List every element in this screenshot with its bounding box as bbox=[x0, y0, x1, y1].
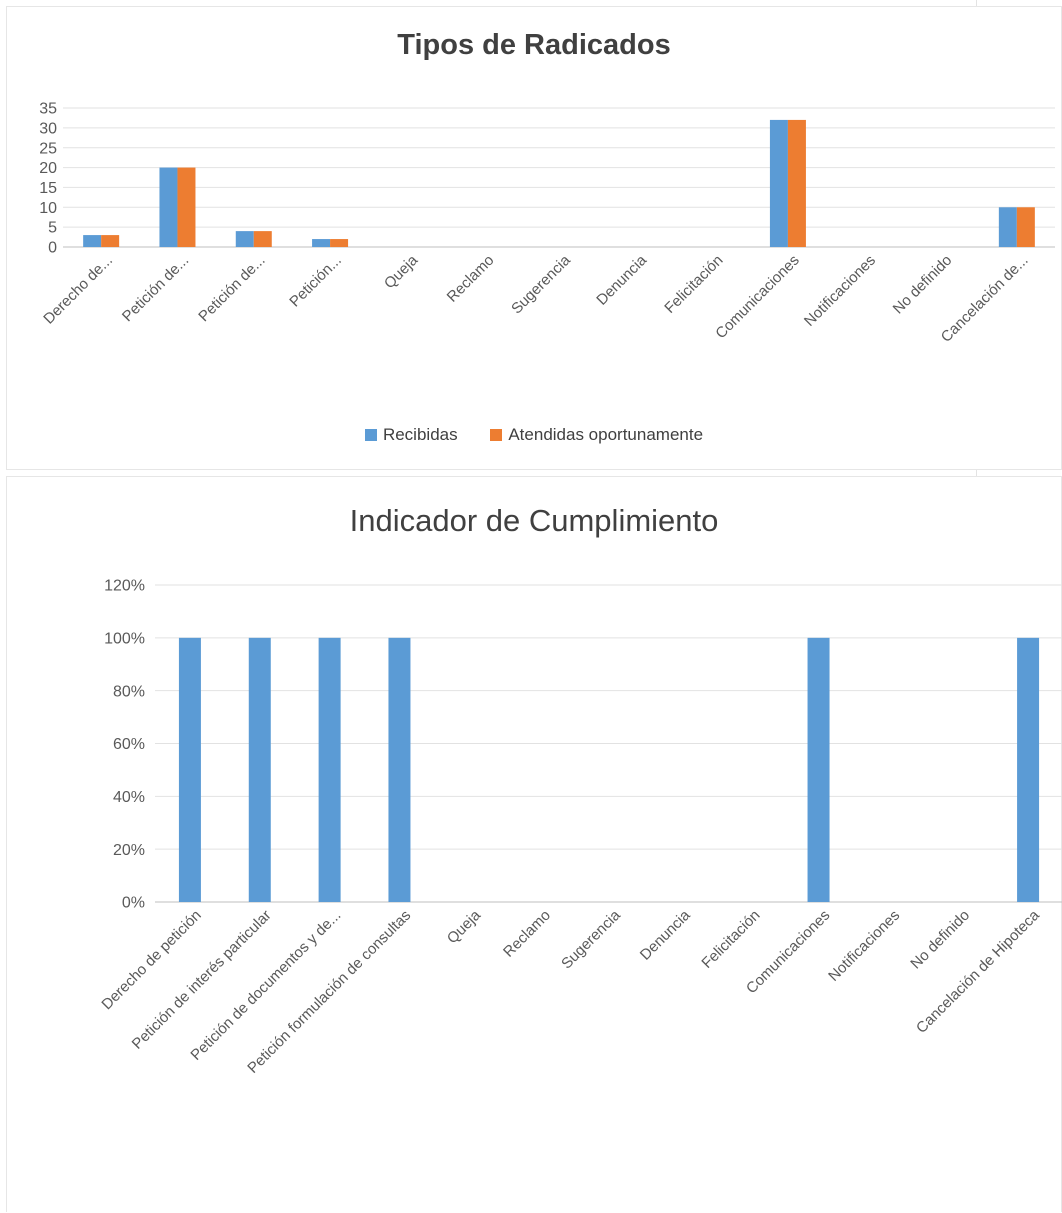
x-tick-label: Petición de documentos y de... bbox=[187, 907, 344, 1064]
bar bbox=[312, 239, 331, 247]
x-tick-label: Queja bbox=[381, 251, 422, 292]
legend-swatch-blue bbox=[364, 429, 377, 441]
x-tick-label: Reclamo bbox=[444, 252, 498, 306]
x-tick-label: Denuncia bbox=[593, 251, 650, 308]
y-tick-label: 80% bbox=[113, 683, 145, 700]
x-tick-label: Cancelación de Hipoteca bbox=[913, 906, 1043, 1036]
y-tick-label: 60% bbox=[113, 736, 145, 753]
x-tick-label: Petición de... bbox=[195, 252, 268, 325]
chart-title: Tipos de Radicados bbox=[397, 29, 671, 61]
x-tick-label: Sugerencia bbox=[508, 251, 574, 317]
bar bbox=[159, 167, 178, 247]
legend-label: Recibidas bbox=[382, 425, 458, 444]
bar bbox=[253, 231, 272, 247]
chart-legend: Recibidas Atendidas oportunamente bbox=[7, 425, 1061, 446]
bar bbox=[235, 231, 254, 247]
legend-swatch-orange bbox=[490, 429, 503, 441]
x-tick-label: Felicitación bbox=[698, 907, 763, 972]
bar bbox=[807, 637, 830, 902]
x-tick-label: Reclamo bbox=[500, 907, 554, 961]
chart-tipos-de-radicados: Tipos de Radicados 0 5 10 15 20 25 30 35 Derecho… bbox=[6, 6, 1062, 470]
x-tick-label: Queja bbox=[444, 906, 485, 947]
y-tick-label: 40% bbox=[113, 789, 145, 806]
y-tick-label: 0 bbox=[48, 240, 57, 257]
x-tick-label: Sugerencia bbox=[558, 906, 624, 972]
chart-title: Indicador de Cumplimiento bbox=[349, 503, 719, 538]
bar bbox=[318, 637, 341, 902]
y-tick-label: 20% bbox=[113, 842, 145, 859]
y-tick-label: 25 bbox=[39, 140, 57, 157]
y-tick-label: 120% bbox=[104, 578, 145, 595]
bar bbox=[769, 119, 788, 247]
x-tick-label: No definido bbox=[907, 907, 973, 973]
bar bbox=[101, 235, 120, 247]
x-tick-label: Felicitación bbox=[661, 252, 726, 317]
y-tick-label: 30 bbox=[39, 120, 57, 137]
chart-indicador-de-cumplimiento: Indicador de Cumplimiento 0% 20% 40% 60% 80%… bbox=[6, 476, 1062, 1212]
legend-item-recibidas: Recibidas bbox=[364, 425, 458, 445]
x-tick-label: Notificaciones bbox=[825, 907, 903, 985]
y-tick-label: 20 bbox=[39, 160, 57, 177]
x-tick-label: Petición... bbox=[286, 252, 345, 311]
bar bbox=[388, 637, 411, 902]
legend-item-atendidas: Atendidas oportunamente bbox=[490, 425, 703, 445]
y-tick-label: 5 bbox=[48, 220, 57, 237]
x-tick-label: Comunicaciones bbox=[712, 252, 802, 342]
y-tick-label: 35 bbox=[39, 101, 57, 118]
x-tick-label: No definido bbox=[890, 252, 956, 318]
bar bbox=[1017, 637, 1040, 902]
x-tick-label: Petición de... bbox=[119, 252, 192, 325]
y-tick-label: 100% bbox=[104, 630, 145, 647]
bar bbox=[178, 637, 201, 902]
bar bbox=[998, 207, 1017, 247]
bar bbox=[1016, 207, 1035, 247]
bar bbox=[83, 235, 102, 247]
bar bbox=[787, 119, 806, 247]
x-tick-label: Denuncia bbox=[637, 906, 694, 963]
x-tick-label: Derecho de... bbox=[40, 252, 116, 328]
y-tick-label: 15 bbox=[39, 180, 57, 197]
bar-chart-plot: 0%20%40%60%80%100%120%Derecho de petició… bbox=[98, 578, 1062, 1077]
y-tick-label: 0% bbox=[122, 895, 145, 912]
bar bbox=[330, 239, 349, 247]
bar bbox=[248, 637, 271, 902]
bar bbox=[177, 167, 196, 247]
y-tick-label: 10 bbox=[39, 200, 57, 217]
x-tick-label: Notificaciones bbox=[801, 252, 879, 330]
legend-label: Atendidas oportunamente bbox=[508, 425, 704, 444]
x-tick-label: Petición de interés particular bbox=[129, 907, 275, 1053]
